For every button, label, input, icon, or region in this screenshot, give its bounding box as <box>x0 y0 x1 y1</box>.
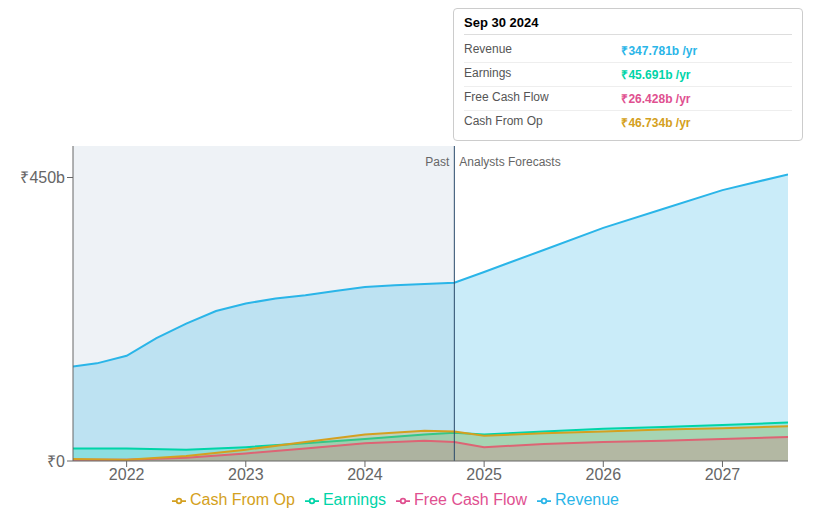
html-text:Revenue: Revenue <box>464 42 512 56</box>
svg-text:₹0: ₹0 <box>47 453 65 470</box>
svg-text:2025: 2025 <box>466 466 502 483</box>
svg-text:2023: 2023 <box>228 466 264 483</box>
svg-text:Analysts Forecasts: Analysts Forecasts <box>459 155 560 169</box>
html-text:Cash From Op: Cash From Op <box>464 114 543 128</box>
svg-text:Past: Past <box>425 155 450 169</box>
html-text:₹26.428b /yr: ₹26.428b /yr <box>621 92 691 106</box>
html-text:Free Cash Flow: Free Cash Flow <box>464 90 549 104</box>
html-text:₹347.781b /yr: ₹347.781b /yr <box>621 44 698 58</box>
svg-text:2024: 2024 <box>347 466 383 483</box>
html-text:Sep 30 2024: Sep 30 2024 <box>464 15 539 30</box>
svg-text:2022: 2022 <box>109 466 145 483</box>
html-text:Revenue: Revenue <box>555 491 619 508</box>
html-text:Earnings: Earnings <box>464 66 512 80</box>
html-text:₹46.734b /yr: ₹46.734b /yr <box>621 116 691 130</box>
svg-text:2026: 2026 <box>585 466 621 483</box>
html-text:Cash From Op: Cash From Op <box>190 491 295 508</box>
html-text:₹45.691b /yr: ₹45.691b /yr <box>621 68 691 82</box>
html-text:Free Cash Flow: Free Cash Flow <box>414 491 527 508</box>
svg-text:2027: 2027 <box>705 466 741 483</box>
svg-text:₹450b: ₹450b <box>20 169 65 186</box>
html-text:Earnings: Earnings <box>322 491 386 508</box>
